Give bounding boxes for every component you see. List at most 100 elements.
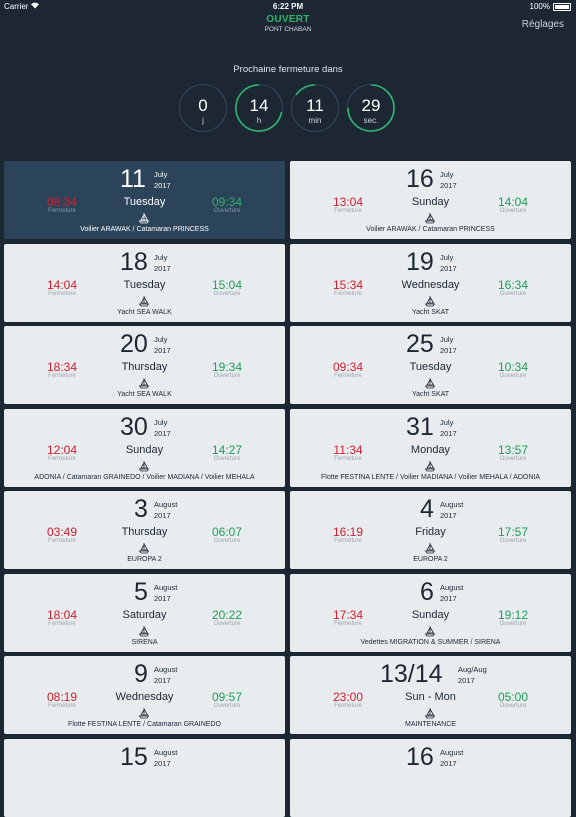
opening-time: 06:07 [211,525,243,539]
countdown-seconds-progress [347,84,395,132]
vessel-names: Yacht SKAT [411,391,450,398]
opening-label: Ouverture [213,538,241,544]
weekday-label: Wednesday [401,278,460,291]
closing-time: 11:34 [333,442,363,457]
closure-card[interactable]: 15 August 2017 [4,738,285,817]
opening-time: 13:57 [497,442,529,457]
weekday-label: Wednesday [115,691,174,703]
closure-card[interactable]: 25 July 2017 Tuesday 09:34 Fermeture 10:34 Ouve… [290,326,571,404]
sailboat-icon [138,294,150,306]
sailboat-icon [138,459,150,471]
year-label: 2017 [154,676,171,685]
month-label: August [440,500,464,509]
month-label: August [154,747,178,757]
year-label: 2017 [154,428,171,438]
weekday-label: Tuesday [409,361,452,373]
vessel-names: Vedettes MIGRATION & SUMMER / SIRENA [360,638,501,646]
opening-label: Ouverture [499,373,527,379]
closure-card[interactable]: 20 July 2017 Thursday 18:34 Fermeture 19:34 Ouv… [4,326,285,404]
weekday-label: Tuesday [123,196,166,208]
day-number: 13/14 [380,660,443,688]
vessel-names: EUROPA 2 [127,556,162,563]
closure-card[interactable]: 30 July 2017 Sunday 12:04 Fermeture 14:27 Ouver… [4,408,285,487]
year-label: 2017 [154,511,171,520]
weekday-label: Saturday [122,608,167,621]
countdown-seconds-unit: sec. [363,116,379,125]
countdown-minutes: 11 min [291,84,339,132]
month-label: August [154,665,178,674]
clock: 6:22 PM [272,2,304,11]
opening-time: 20:22 [211,607,243,622]
closure-card[interactable]: 3 August 2017 Thursday 03:49 Fermeture 06:07 Ou… [4,491,285,569]
year-label: 2017 [440,346,457,355]
closing-label: Fermeture [48,620,76,627]
closure-card[interactable]: 16 July 2017 Sunday 13:04 Fermeture 14:04 Ouver… [290,161,571,239]
closing-time: 18:04 [46,607,78,622]
closing-time: 15:34 [332,277,364,292]
month-label: August [154,582,178,592]
vessel-names: Voilier ARAWAK / Catamaran PRINCESS [366,226,495,233]
month-label: July [154,252,168,262]
day-number: 30 [120,412,148,441]
closing-time: 18:34 [46,360,78,374]
vessel-names: ADONIA / Catamaran GRAINEDO / Voilier MA… [34,473,255,481]
month-label: Aug/Aug [458,665,487,674]
day-number: 18 [120,247,148,276]
closure-card[interactable]: 11 July 2017 Tuesday 08:34 Fermeture 09:34 Ouve… [4,161,285,239]
closure-card[interactable]: 6 August 2017 Sunday 17:34 Fermeture 19:12 Ouve… [290,573,571,652]
sailboat-icon [138,541,150,554]
day-number: 9 [134,660,148,688]
weekday-label: Sunday [411,608,450,621]
year-label: 2017 [154,593,171,603]
closing-time: 14:04 [46,277,78,292]
year-label: 2017 [154,263,171,273]
countdown-hours-unit: h [256,116,262,125]
day-number: 16 [406,165,434,193]
countdown-minutes-unit: min [308,116,322,125]
countdown: 0 j 14 h 11 min 29 sec. [179,84,399,132]
closure-card[interactable]: 5 August 2017 Saturday 18:04 Fermeture 20:22 Ou… [4,573,285,652]
day-number: 31 [406,412,434,441]
weekday-label: Thursday [121,361,168,373]
opening-time: 16:34 [497,277,529,292]
countdown-hours-value: 14 [249,96,269,115]
countdown-minutes-value: 11 [306,96,324,115]
countdown-seconds: 29 sec. [347,84,395,132]
weekday-label: Sun - Mon [405,691,456,703]
countdown-days-value: 0 [198,96,208,115]
opening-time: 14:27 [211,442,243,457]
month-label: July [154,335,168,344]
settings-button[interactable]: Réglages [521,19,564,30]
closure-card[interactable]: 19 July 2017 Wednesday 15:34 Fermeture 16:34 Ou… [290,243,571,322]
opening-time: 09:34 [211,195,243,209]
closure-card[interactable]: 13/14 Aug/Aug 2017 Sun - Mon 23:00 Fermeture 0… [290,656,571,734]
closure-card[interactable]: 18 July 2017 Tuesday 14:04 Fermeture 15:04 Ouve… [4,243,285,322]
closure-card[interactable]: 4 August 2017 Friday 16:19 Fermeture 17:57 Ouve… [290,491,571,569]
closing-label: Fermeture [334,538,362,544]
opening-label: Ouverture [499,703,527,709]
sailboat-icon [138,706,150,719]
closure-card[interactable]: 16 August 2017 [290,738,571,817]
countdown-hours: 14 h [235,84,283,132]
closure-card[interactable]: 31 July 2017 Monday 11:34 Fermeture 13:57 Ouver… [290,408,571,487]
closing-time: 17:34 [332,607,364,622]
day-number: 19 [406,247,434,276]
vessel-names: Yacht SEA WALK [117,308,172,316]
sailboat-icon [138,211,150,224]
day-number: 4 [420,495,434,523]
closing-label: Fermeture [48,703,76,709]
closing-label: Fermeture [334,620,362,627]
closing-time: 08:19 [46,690,78,704]
closing-time: 09:34 [332,360,364,374]
closing-label: Fermeture [334,208,362,214]
closure-card[interactable]: 9 August 2017 Wednesday 08:19 Fermeture 09:57 O… [4,656,285,734]
opening-label: Ouverture [499,620,527,627]
countdown-days: 0 j [179,84,227,132]
vessel-names: MAINTENANCE [405,721,456,728]
year-label: 2017 [440,511,457,520]
opening-label: Ouverture [213,703,241,709]
closing-label: Fermeture [334,373,362,379]
year-label: 2017 [440,181,457,190]
closing-time: 23:00 [332,690,364,704]
month-label: August [440,747,464,757]
